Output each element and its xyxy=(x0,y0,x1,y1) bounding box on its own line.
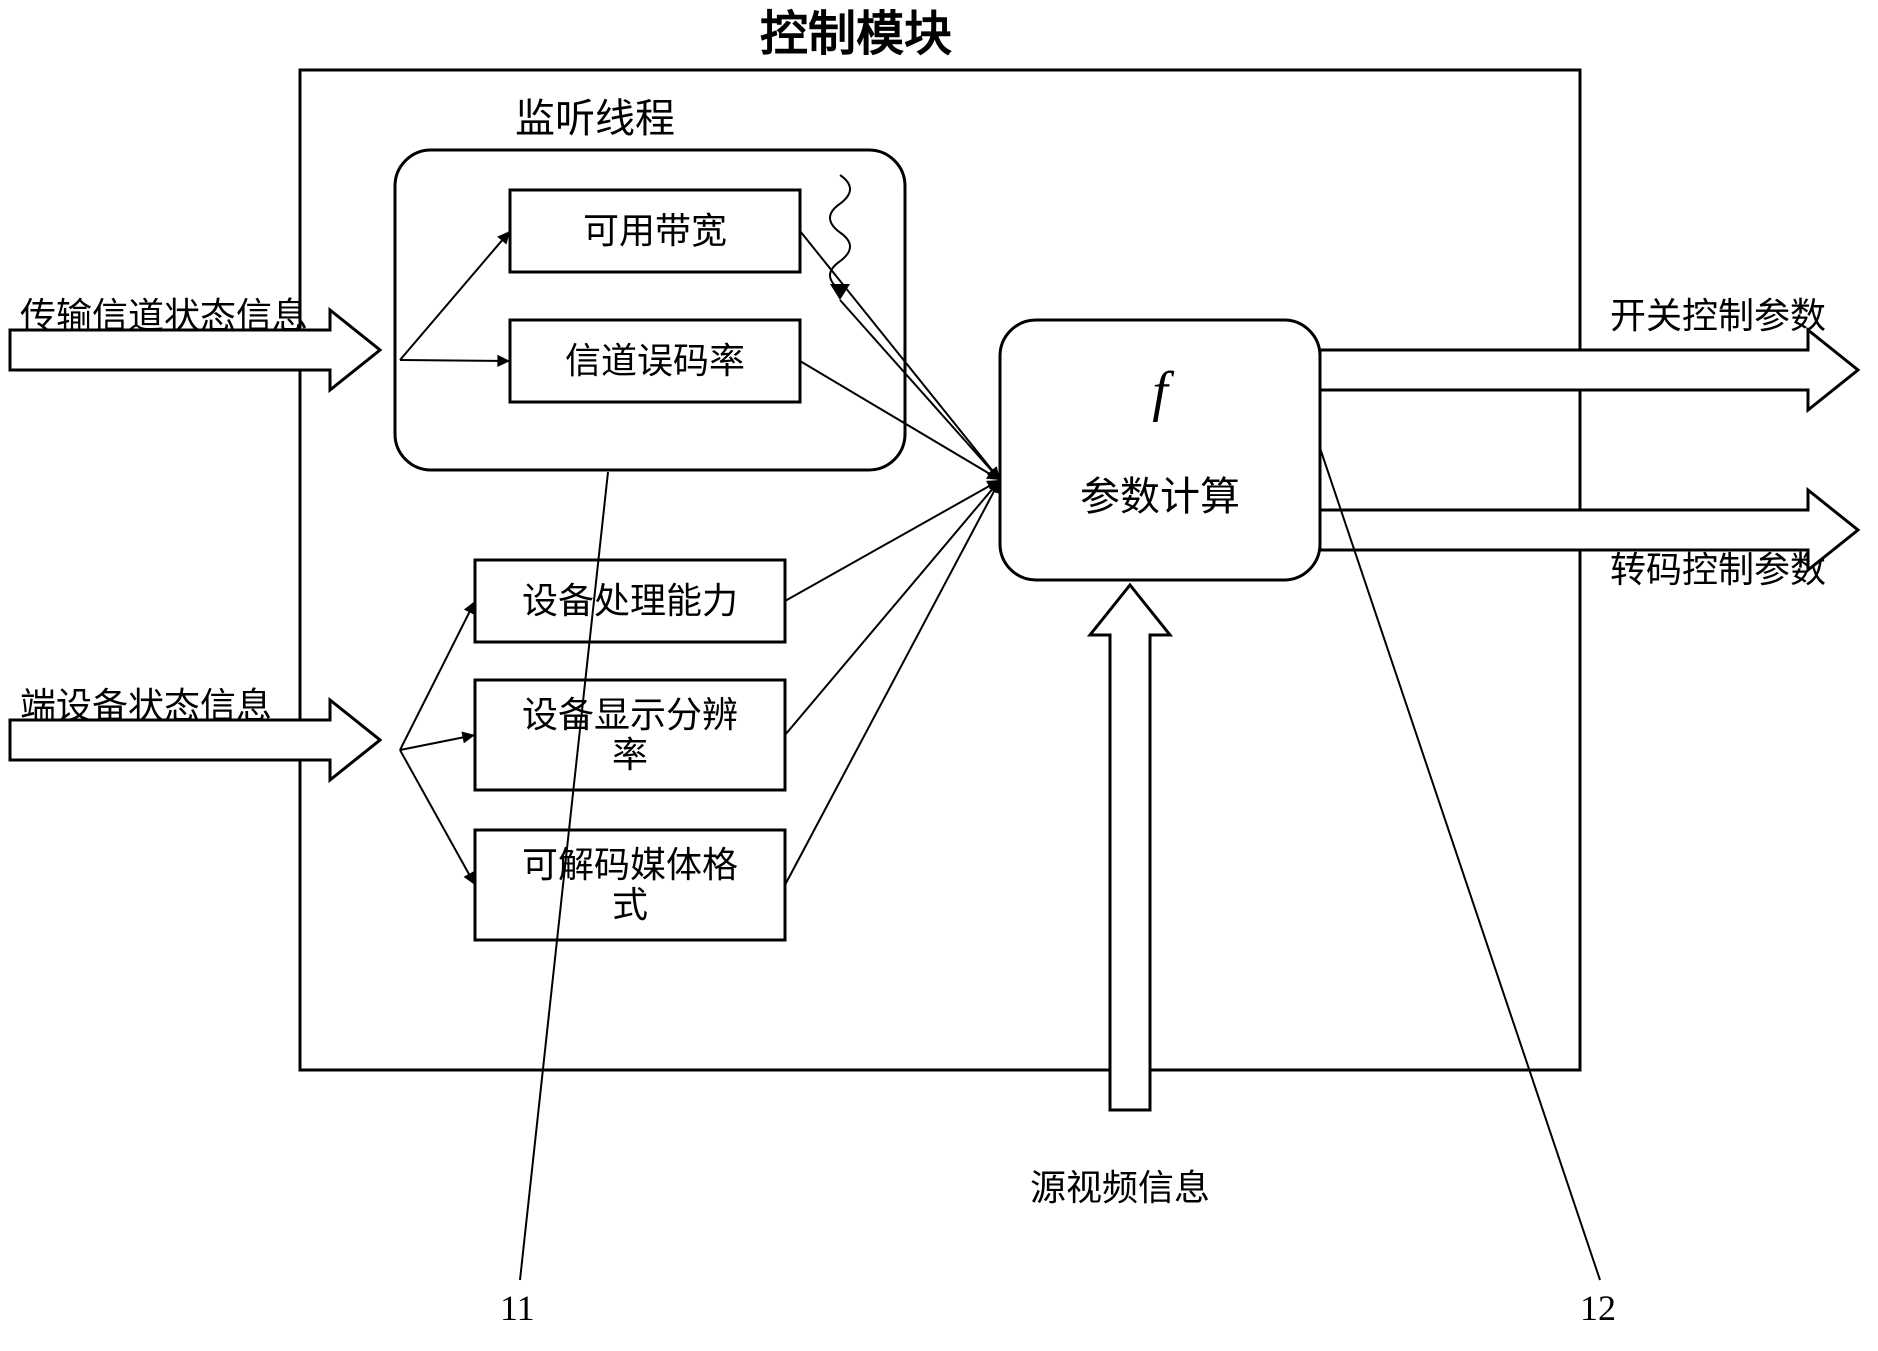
output-transcode_ctrl-label: 转码控制参数 xyxy=(1610,550,1826,590)
listener-item-error_rate-label: 信道误码率 xyxy=(565,341,745,381)
input-source-video-label: 源视频信息 xyxy=(1030,1168,1210,1208)
param-calc-box xyxy=(1000,320,1320,580)
device-item-resolution-label-1: 率 xyxy=(612,735,648,775)
device-item-decodable-label-0: 可解码媒体格 xyxy=(522,845,738,885)
diagram-title: 控制模块 xyxy=(760,8,952,61)
callout-11: 11 xyxy=(500,1288,535,1328)
output-switch_ctrl-label: 开关控制参数 xyxy=(1610,296,1826,336)
device-item-resolution-label-0: 设备显示分辨 xyxy=(522,695,738,735)
listener-thread-label: 监听线程 xyxy=(515,96,675,141)
listener-item-bandwidth-label: 可用带宽 xyxy=(583,211,727,251)
device-item-decodable-label-1: 式 xyxy=(612,885,648,925)
device-item-capability-label-0: 设备处理能力 xyxy=(522,581,738,621)
callout-12: 12 xyxy=(1580,1288,1616,1328)
param-calc-label: 参数计算 xyxy=(1080,474,1240,519)
